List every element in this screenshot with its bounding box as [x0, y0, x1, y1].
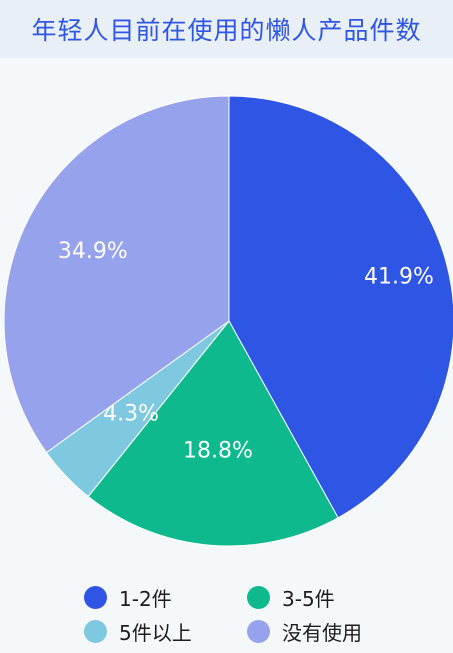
pie-slice-label-3: 34.9% — [58, 239, 128, 264]
pie-slice-label-0: 41.9% — [364, 265, 434, 290]
chart-legend: 1-2件 3-5件 5件以上 没有使用 — [0, 580, 453, 650]
legend-swatch-none — [247, 619, 270, 643]
pie-slice-0 — [228, 95, 453, 519]
legend-item-1-2: 1-2件 — [84, 582, 172, 612]
legend-label-5-plus: 5件以上 — [119, 620, 192, 645]
legend-item-none: 没有使用 — [247, 616, 362, 646]
pie-slice-1 — [87, 320, 339, 547]
legend-item-5-plus: 5件以上 — [84, 616, 192, 646]
chart-title: 年轻人目前在使用的懒人产品件数 — [31, 16, 422, 45]
legend-swatch-3-5 — [247, 585, 270, 609]
chart-title-bar: 年轻人目前在使用的懒人产品件数 — [0, 0, 453, 58]
pie-slice-label-1: 18.8% — [183, 439, 253, 464]
legend-swatch-5-plus — [84, 619, 107, 643]
legend-item-3-5: 3-5件 — [247, 582, 335, 612]
legend-label-1-2: 1-2件 — [119, 586, 172, 611]
legend-swatch-1-2 — [84, 585, 107, 609]
pie-slice-label-2: 4.3% — [103, 401, 159, 426]
pie-slice-3 — [3, 95, 230, 454]
legend-label-3-5: 3-5件 — [282, 586, 335, 611]
legend-label-none: 没有使用 — [282, 620, 362, 645]
